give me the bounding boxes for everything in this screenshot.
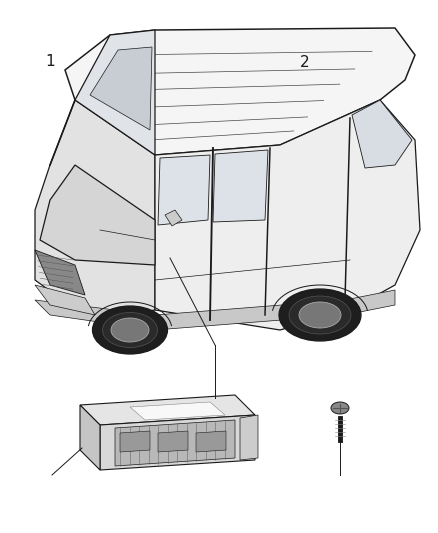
Ellipse shape [102, 312, 158, 348]
Polygon shape [158, 431, 188, 452]
Text: 1: 1 [46, 54, 55, 69]
Polygon shape [35, 250, 85, 295]
Polygon shape [35, 285, 95, 315]
Polygon shape [196, 431, 226, 452]
Polygon shape [35, 100, 155, 320]
Polygon shape [100, 415, 255, 470]
Polygon shape [158, 155, 210, 225]
Polygon shape [90, 47, 152, 130]
Polygon shape [65, 28, 415, 155]
Polygon shape [80, 395, 255, 425]
Polygon shape [40, 165, 155, 265]
Polygon shape [115, 420, 235, 466]
Polygon shape [240, 415, 258, 460]
Ellipse shape [289, 296, 351, 334]
Polygon shape [35, 290, 395, 330]
Ellipse shape [92, 306, 167, 354]
Ellipse shape [299, 302, 341, 328]
Polygon shape [130, 402, 225, 420]
Polygon shape [352, 100, 412, 168]
Polygon shape [120, 431, 150, 452]
Polygon shape [155, 100, 420, 330]
Text: 2: 2 [300, 55, 309, 70]
Polygon shape [213, 150, 268, 222]
Ellipse shape [111, 318, 149, 342]
Polygon shape [165, 210, 182, 226]
Ellipse shape [279, 289, 361, 341]
Ellipse shape [331, 402, 349, 414]
Polygon shape [80, 405, 100, 470]
Polygon shape [75, 30, 155, 155]
